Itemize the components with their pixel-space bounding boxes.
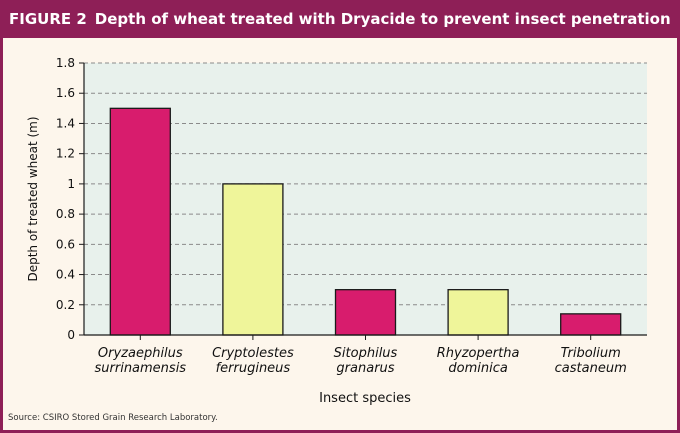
y-axis-label: Depth of treated wheat (m): [26, 116, 40, 281]
y-tick-label: 1: [67, 177, 75, 191]
bar: [109, 107, 171, 336]
x-tick-label: Rhyzopertha: [437, 346, 520, 361]
x-tick-label: surrinamensis: [95, 361, 187, 376]
y-tick-label: 0.2: [56, 298, 75, 312]
y-tick-label: 0.8: [56, 207, 75, 221]
x-tick-label: dominica: [448, 361, 507, 376]
y-tick-label: 1.2: [56, 147, 75, 161]
y-tick-label: 0.6: [56, 237, 75, 251]
x-axis-label: Insect species: [319, 391, 411, 406]
x-tick-label: Oryzaephilus: [98, 346, 183, 361]
x-tick-label: castaneum: [555, 361, 627, 376]
x-tick-label: Tribolium: [561, 346, 621, 361]
x-tick-label: Sitophilus: [334, 346, 398, 361]
y-tick-labels: 0 0.2 0.4 0.6 0.8 1 1.2 1.4 1.6 1.8: [56, 56, 84, 342]
y-tick-label: 1.6: [56, 86, 75, 100]
source-note: Source: CSIRO Stored Grain Research Labo…: [8, 413, 218, 423]
x-tick-label: Cryptolestes: [212, 346, 294, 361]
bar: [447, 289, 509, 336]
y-tick-label: 1.8: [56, 56, 75, 70]
x-tick-label: ferrugineus: [216, 361, 291, 376]
y-tick-label: 0.4: [56, 268, 75, 282]
bar: [334, 289, 397, 336]
bars: [109, 107, 622, 336]
grid-lines: [84, 62, 647, 306]
x-tick-label: granarus: [336, 361, 394, 376]
figure-label: FIGURE 2: [9, 10, 87, 28]
bar: [560, 313, 622, 336]
y-tick-label: 0: [67, 328, 75, 342]
bar: [222, 183, 284, 336]
y-tick-label: 1.4: [56, 116, 75, 130]
figure-title-bar: FIGURE 2 Depth of wheat treated with Dry…: [0, 0, 680, 38]
figure-title: Depth of wheat treated with Dryacide to …: [94, 10, 671, 28]
